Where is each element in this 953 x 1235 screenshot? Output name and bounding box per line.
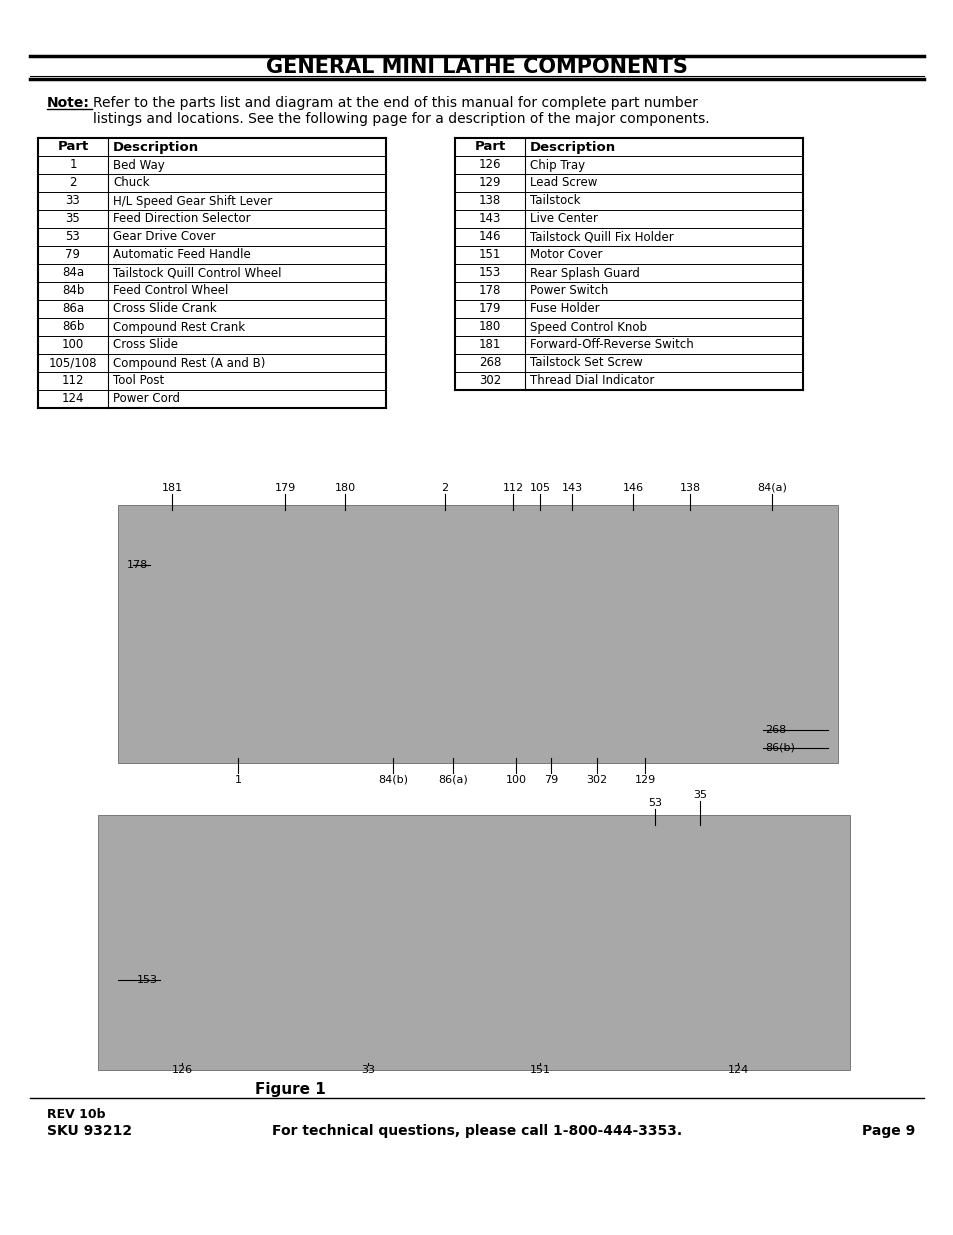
Text: 84(b): 84(b) <box>377 776 408 785</box>
Text: 180: 180 <box>478 321 500 333</box>
Text: 79: 79 <box>66 248 80 262</box>
Text: Description: Description <box>530 141 616 153</box>
Text: 126: 126 <box>172 1065 193 1074</box>
Text: Tailstock: Tailstock <box>530 194 579 207</box>
Text: 126: 126 <box>478 158 500 172</box>
Text: 33: 33 <box>360 1065 375 1074</box>
Text: 105: 105 <box>529 483 550 493</box>
Text: Thread Dial Indicator: Thread Dial Indicator <box>530 374 654 388</box>
Text: Refer to the parts list and diagram at the end of this manual for complete part : Refer to the parts list and diagram at t… <box>92 96 698 110</box>
Text: 302: 302 <box>478 374 500 388</box>
Text: 178: 178 <box>478 284 500 298</box>
Text: Note:: Note: <box>47 96 90 110</box>
Text: Power Switch: Power Switch <box>530 284 608 298</box>
Text: 124: 124 <box>726 1065 748 1074</box>
Text: 84a: 84a <box>62 267 84 279</box>
Text: 33: 33 <box>66 194 80 207</box>
Text: H/L Speed Gear Shift Lever: H/L Speed Gear Shift Lever <box>112 194 273 207</box>
Text: Rear Splash Guard: Rear Splash Guard <box>530 267 639 279</box>
Text: 181: 181 <box>161 483 182 493</box>
Text: 268: 268 <box>478 357 500 369</box>
Text: 129: 129 <box>478 177 500 189</box>
Text: Feed Direction Selector: Feed Direction Selector <box>112 212 251 226</box>
Text: 86(b): 86(b) <box>764 743 794 753</box>
Text: Compound Rest Crank: Compound Rest Crank <box>112 321 245 333</box>
Text: Part: Part <box>474 141 505 153</box>
Text: 146: 146 <box>478 231 500 243</box>
Text: 129: 129 <box>634 776 655 785</box>
Text: Live Center: Live Center <box>530 212 598 226</box>
Text: 35: 35 <box>66 212 80 226</box>
Text: Cross Slide Crank: Cross Slide Crank <box>112 303 216 315</box>
Text: 84(a): 84(a) <box>757 483 786 493</box>
Text: 53: 53 <box>66 231 80 243</box>
Text: 180: 180 <box>335 483 355 493</box>
Text: 181: 181 <box>478 338 500 352</box>
Bar <box>118 505 837 763</box>
Text: 112: 112 <box>62 374 84 388</box>
Text: 143: 143 <box>561 483 582 493</box>
Text: 178: 178 <box>127 559 148 571</box>
Text: 79: 79 <box>543 776 558 785</box>
Text: Power Cord: Power Cord <box>112 393 180 405</box>
Text: Chip Tray: Chip Tray <box>530 158 584 172</box>
Text: Tailstock Set Screw: Tailstock Set Screw <box>530 357 642 369</box>
Text: Figure 1: Figure 1 <box>254 1082 325 1097</box>
Text: 146: 146 <box>621 483 643 493</box>
Text: 153: 153 <box>137 974 158 986</box>
Text: Chuck: Chuck <box>112 177 150 189</box>
Text: 84b: 84b <box>62 284 84 298</box>
Text: 86(a): 86(a) <box>437 776 467 785</box>
Text: listings and locations. See the following page for a description of the major co: listings and locations. See the followin… <box>92 112 709 126</box>
Text: 179: 179 <box>274 483 295 493</box>
Text: 153: 153 <box>478 267 500 279</box>
Text: Tailstock Quill Fix Holder: Tailstock Quill Fix Holder <box>530 231 673 243</box>
Text: 1: 1 <box>234 776 241 785</box>
Text: Feed Control Wheel: Feed Control Wheel <box>112 284 228 298</box>
Text: 124: 124 <box>62 393 84 405</box>
Text: 100: 100 <box>505 776 526 785</box>
Text: 2: 2 <box>441 483 448 493</box>
Text: 35: 35 <box>692 790 706 800</box>
Text: 143: 143 <box>478 212 500 226</box>
Text: Cross Slide: Cross Slide <box>112 338 178 352</box>
Text: Compound Rest (A and B): Compound Rest (A and B) <box>112 357 265 369</box>
Text: 138: 138 <box>679 483 700 493</box>
Text: Lead Screw: Lead Screw <box>530 177 597 189</box>
Text: 179: 179 <box>478 303 500 315</box>
Text: Automatic Feed Handle: Automatic Feed Handle <box>112 248 251 262</box>
Text: Tailstock Quill Control Wheel: Tailstock Quill Control Wheel <box>112 267 281 279</box>
Text: 138: 138 <box>478 194 500 207</box>
Text: 53: 53 <box>647 798 661 808</box>
Text: 1: 1 <box>70 158 76 172</box>
Text: Motor Cover: Motor Cover <box>530 248 602 262</box>
Text: 86a: 86a <box>62 303 84 315</box>
Text: Page 9: Page 9 <box>861 1124 914 1137</box>
Bar <box>98 815 849 1070</box>
Text: Bed Way: Bed Way <box>112 158 165 172</box>
Text: Speed Control Knob: Speed Control Knob <box>530 321 646 333</box>
Text: 112: 112 <box>502 483 523 493</box>
Text: 100: 100 <box>62 338 84 352</box>
Text: 268: 268 <box>764 725 785 735</box>
Text: REV 10b: REV 10b <box>47 1108 106 1121</box>
Text: 151: 151 <box>478 248 500 262</box>
Text: Tool Post: Tool Post <box>112 374 164 388</box>
Text: 302: 302 <box>586 776 607 785</box>
Text: Fuse Holder: Fuse Holder <box>530 303 599 315</box>
Text: 105/108: 105/108 <box>49 357 97 369</box>
Text: GENERAL MINI LATHE COMPONENTS: GENERAL MINI LATHE COMPONENTS <box>266 57 687 77</box>
Text: 151: 151 <box>529 1065 550 1074</box>
Text: Forward-Off-Reverse Switch: Forward-Off-Reverse Switch <box>530 338 693 352</box>
Text: For technical questions, please call 1-800-444-3353.: For technical questions, please call 1-8… <box>272 1124 681 1137</box>
Text: SKU 93212: SKU 93212 <box>47 1124 132 1137</box>
Text: Part: Part <box>57 141 89 153</box>
Text: 86b: 86b <box>62 321 84 333</box>
Text: Description: Description <box>112 141 199 153</box>
Text: 2: 2 <box>70 177 76 189</box>
Text: Gear Drive Cover: Gear Drive Cover <box>112 231 215 243</box>
